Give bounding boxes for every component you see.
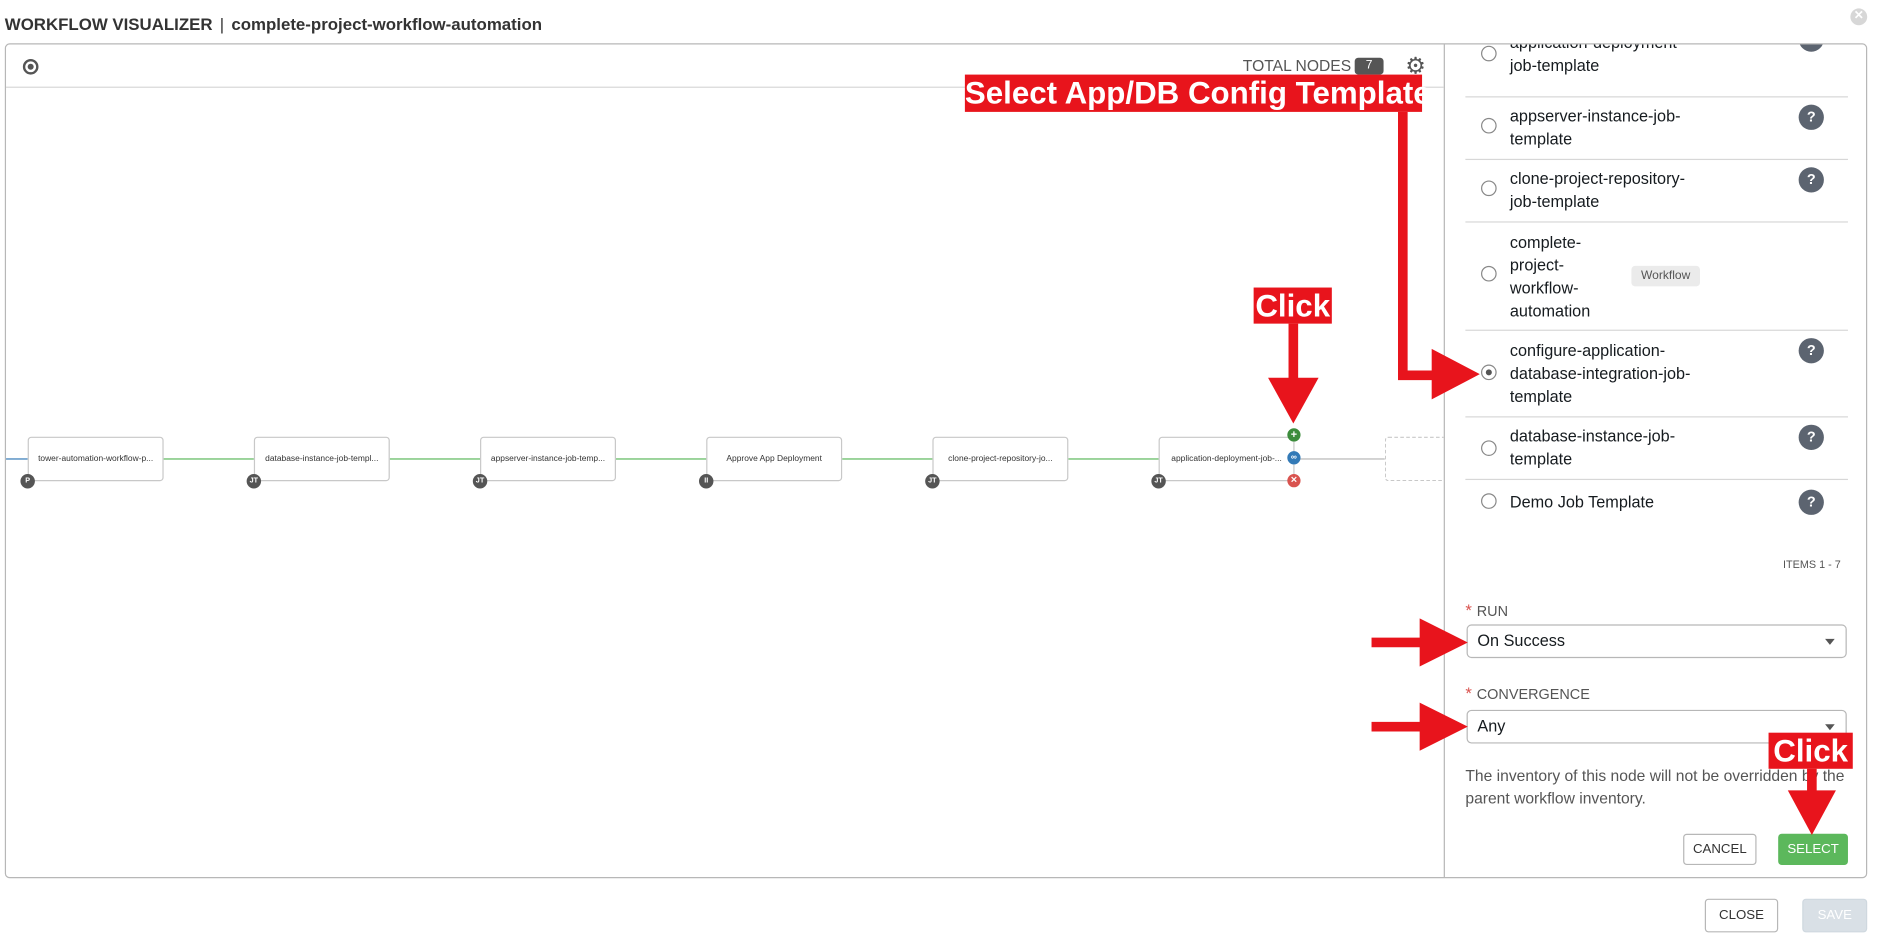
template-radio[interactable] [1481,493,1497,509]
canvas-toolbar: TOTAL NODES 7 ⚙ [6,45,1444,88]
dialog-title: WORKFLOW VISUALIZER | complete-project-wor… [5,14,542,33]
help-icon[interactable]: ? [1798,489,1824,515]
annotation-click-select: Click [1768,732,1853,769]
node-type-badge: II [699,474,714,489]
template-row[interactable]: clone-project-repository- job-template? [1465,160,1848,223]
template-name: application-deployment- job-template [1509,45,1682,75]
link-node-icon[interactable]: ∞ [1287,451,1301,465]
compass-icon[interactable] [22,58,39,75]
dialog-title-label: WORKFLOW VISUALIZER [4,14,213,34]
template-radio[interactable] [1481,364,1497,381]
total-nodes-label: TOTAL NODES [1242,56,1352,75]
total-nodes-count: 7 [1354,57,1384,75]
run-select-value: On Success [1477,631,1565,650]
template-radio[interactable] [1481,45,1497,62]
run-select[interactable]: On Success [1466,624,1847,659]
workflow-name: complete-project-workflow-automation [231,14,543,34]
node-type-badge: JT [925,474,940,489]
template-row[interactable]: Demo Job Template? [1465,480,1848,528]
template-name: complete- project- workflow- automation [1509,233,1591,321]
run-label: * RUN [1465,600,1508,619]
chevron-down-icon [1825,724,1835,731]
template-row[interactable]: complete- project- workflow- automation W… [1465,223,1848,331]
workflow-node[interactable]: database-instance-job-templ... [253,436,390,482]
close-icon[interactable]: ✕ [1850,8,1868,26]
workflow-node[interactable]: tower-automation-workflow-p... [27,436,164,482]
placeholder-node [1384,436,1444,482]
template-radio[interactable] [1481,117,1497,134]
visualizer-frame: TOTAL NODES 7 ⚙ tower-automation-workflo… [4,43,1868,879]
success-link[interactable] [615,458,707,460]
success-link[interactable] [163,458,254,460]
convergence-label: * CONVERGENCE [1465,683,1589,702]
template-radio[interactable] [1481,440,1497,456]
inventory-hint: The inventory of this node will not be o… [1465,766,1845,808]
node-type-badge: P [20,474,35,489]
run-label-text: RUN [1476,602,1509,620]
success-link[interactable] [1068,458,1159,460]
help-icon[interactable]: ? [1798,104,1824,130]
workflow-node[interactable]: clone-project-repository-jo... [932,436,1069,482]
start-link [6,458,28,460]
gear-icon[interactable]: ⚙ [1405,54,1426,80]
template-name: configure-application- database-integrat… [1509,341,1691,406]
node-type-badge: JT [246,474,262,489]
help-icon[interactable]: ? [1798,424,1824,450]
add-node-icon[interactable]: + [1287,428,1301,442]
node-type-badge: JT [472,474,488,489]
remove-node-icon[interactable]: ✕ [1287,474,1301,488]
convergence-label-text: CONVERGENCE [1476,685,1590,703]
select-button[interactable]: SELECT [1778,833,1848,866]
template-row[interactable]: database-instance-job- template? [1465,417,1848,481]
help-icon[interactable]: ? [1798,44,1824,52]
required-marker: * [1465,683,1472,703]
success-link[interactable] [842,458,933,460]
annotation-select-template: Select App/DB Config Template [964,74,1431,112]
save-button[interactable]: SAVE [1802,898,1868,933]
template-row[interactable]: configure-application- database-integrat… [1465,331,1848,418]
help-icon[interactable]: ? [1798,167,1824,193]
convergence-select-value: Any [1477,717,1506,736]
required-marker: * [1465,600,1472,620]
workflow-tag: Workflow [1631,265,1700,287]
template-name: database-instance-job- template [1509,427,1676,469]
help-icon[interactable]: ? [1798,338,1824,364]
template-radio[interactable] [1481,180,1497,197]
items-count: ITEMS 1 - 7 [1782,558,1841,571]
template-row[interactable]: appserver-instance-job- template? [1465,97,1848,161]
node-form-panel: application-deployment- job-template?app… [1446,44,1866,878]
template-name: clone-project-repository- job-template [1509,169,1686,211]
title-separator: | [219,14,225,34]
workflow-canvas[interactable]: TOTAL NODES 7 ⚙ tower-automation-workflo… [6,44,1445,878]
template-row[interactable]: application-deployment- job-template? [1465,44,1848,98]
close-button[interactable]: CLOSE [1704,898,1779,933]
success-link[interactable] [389,458,481,460]
template-name: appserver-instance-job- template [1509,107,1681,148]
node-type-badge: JT [1151,474,1166,489]
workflow-node[interactable]: appserver-instance-job-temp... [480,436,616,482]
chevron-down-icon [1825,638,1835,645]
cancel-button[interactable]: CANCEL [1683,833,1757,866]
workflow-node[interactable]: Approve App Deployment [706,436,843,482]
template-radio[interactable] [1481,265,1497,282]
template-name: Demo Job Template [1509,493,1655,512]
pending-link [1294,458,1385,460]
annotation-click-add: Click [1253,287,1332,324]
workflow-node[interactable]: application-deployment-job-... [1158,436,1295,482]
